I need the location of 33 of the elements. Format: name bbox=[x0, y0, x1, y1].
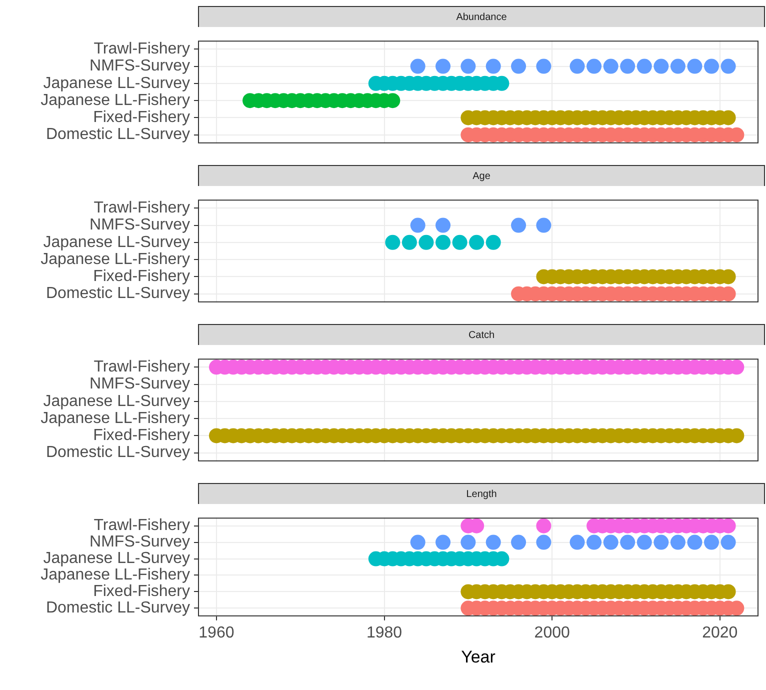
y-tick-label: Fixed-Fishery bbox=[93, 427, 190, 444]
y-tick-label: Japanese LL-Fishery bbox=[40, 250, 190, 268]
chart-title: Age bbox=[198, 165, 765, 186]
y-tick-label: NMFS-Survey bbox=[90, 216, 190, 234]
x-tick-label: 1980 bbox=[366, 624, 402, 642]
x-tick-label: 2020 bbox=[702, 624, 738, 642]
y-tick-label: Japanese LL-Survey bbox=[43, 234, 190, 251]
y-tick-label: Trawl-Fishery bbox=[94, 358, 190, 376]
y-tick-label: Japanese LL-Survey bbox=[43, 74, 190, 92]
y-tick-label: Japanese LL-Fishery bbox=[40, 410, 190, 427]
y-tick-label: Trawl-Fishery bbox=[94, 517, 190, 534]
y-tick-label: Japanese LL-Fishery bbox=[40, 566, 190, 584]
y-tick-label: Fixed-Fishery bbox=[93, 583, 190, 600]
y-tick-label: Japanese LL-Survey bbox=[43, 392, 190, 410]
x-tick-label: 1960 bbox=[198, 624, 234, 642]
y-tick-label: NMFS-Survey bbox=[90, 376, 190, 393]
y-tick-label: NMFS-Survey bbox=[90, 534, 190, 551]
x-tick-label: 2000 bbox=[534, 624, 570, 642]
chart-title: Catch bbox=[198, 324, 765, 345]
y-tick-label: Japanese LL-Survey bbox=[43, 550, 190, 568]
x-axis-title: Year bbox=[461, 647, 496, 666]
y-tick-label: Trawl-Fishery bbox=[94, 200, 190, 217]
y-tick-label: Trawl-Fishery bbox=[94, 40, 190, 58]
y-tick-label: Japanese LL-Fishery bbox=[40, 92, 190, 109]
chart-title: Length bbox=[198, 483, 765, 504]
y-tick-label: Domestic LL-Survey bbox=[46, 285, 190, 302]
y-tick-label: NMFS-Survey bbox=[90, 58, 190, 75]
y-tick-label: Domestic LL-Survey bbox=[46, 126, 190, 144]
y-tick-label: Domestic LL-Survey bbox=[46, 600, 190, 617]
y-tick-label: Domestic LL-Survey bbox=[46, 444, 190, 462]
y-tick-label: Fixed-Fishery bbox=[93, 109, 190, 126]
chart-title: Abundance bbox=[198, 6, 765, 27]
y-tick-label: Fixed-Fishery bbox=[93, 268, 190, 286]
